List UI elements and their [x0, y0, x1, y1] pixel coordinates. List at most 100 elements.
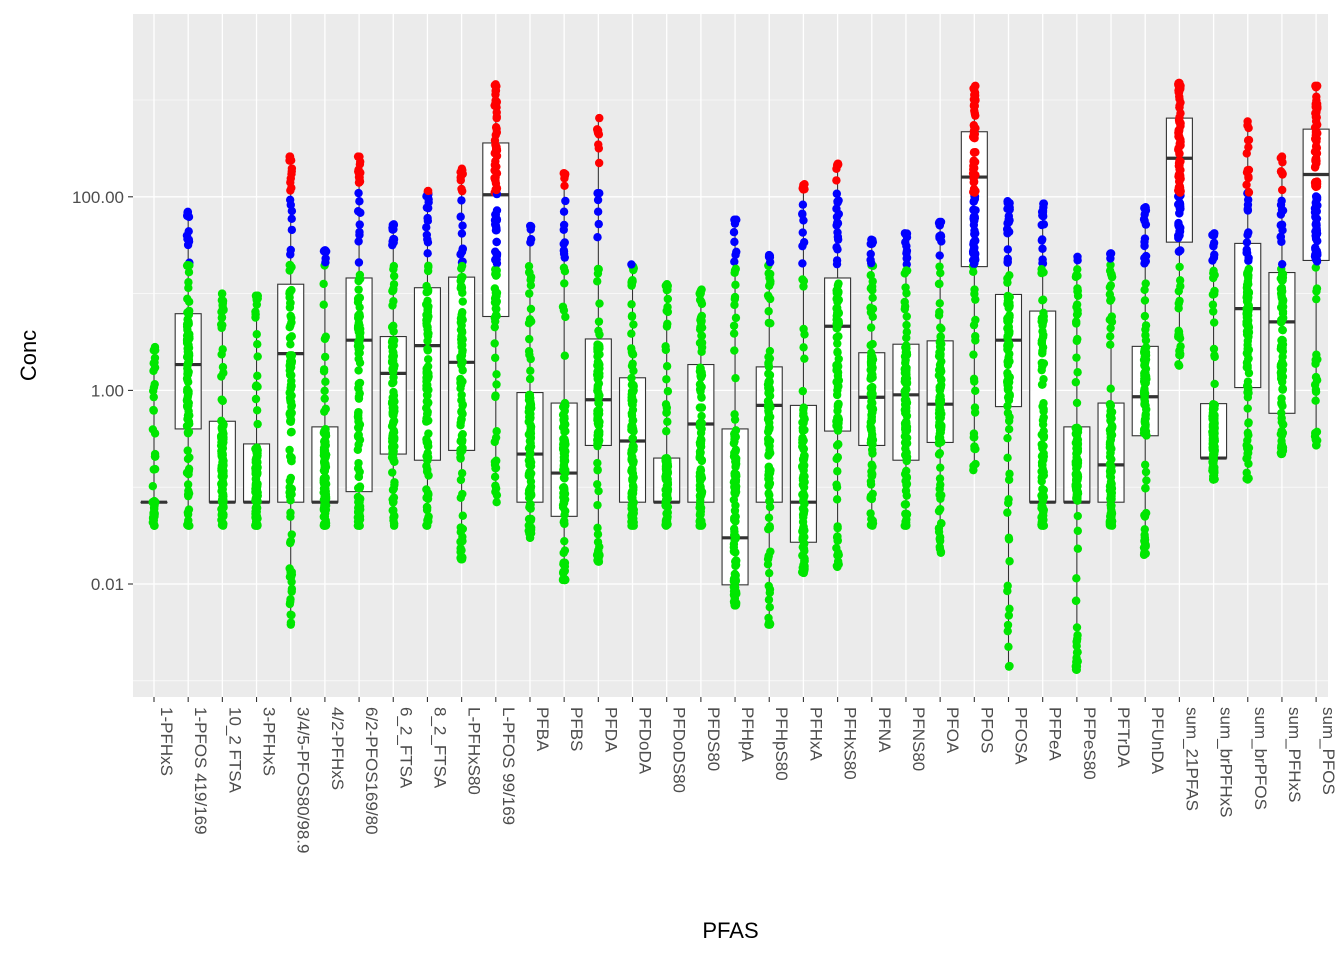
- data-point: [524, 444, 534, 453]
- data-point: [1106, 481, 1115, 491]
- data-point: [1175, 94, 1184, 104]
- data-point: [423, 216, 433, 226]
- data-point: [1038, 244, 1047, 253]
- data-point: [764, 613, 773, 623]
- data-point: [834, 381, 843, 391]
- data-point: [934, 506, 944, 516]
- points-sum_PFHxS: [1276, 152, 1288, 459]
- data-point: [937, 339, 946, 349]
- data-point: [900, 377, 910, 386]
- data-point: [867, 445, 877, 455]
- data-point: [389, 364, 399, 373]
- data-point: [1175, 101, 1184, 110]
- data-point: [355, 175, 364, 184]
- data-point: [286, 428, 296, 437]
- data-point: [730, 515, 739, 525]
- data-point: [457, 408, 467, 418]
- data-point: [1106, 249, 1115, 258]
- data-point: [492, 370, 501, 379]
- data-point: [355, 389, 364, 398]
- data-point: [799, 343, 808, 352]
- data-point: [1071, 378, 1081, 387]
- x-tick-label: PFPeA: [1046, 707, 1065, 762]
- data-point: [697, 285, 706, 294]
- data-point: [799, 216, 808, 225]
- data-point: [1004, 425, 1014, 434]
- data-point: [185, 411, 194, 420]
- data-point: [353, 152, 363, 161]
- data-point: [422, 315, 431, 325]
- data-point: [1039, 407, 1048, 416]
- x-tick-label: 3/4/5-PFOS80/98.9: [294, 707, 313, 853]
- x-tick-label: 6/2-PFOS169/80: [362, 707, 381, 835]
- data-point: [937, 375, 946, 384]
- points-PFHxA: [797, 179, 809, 578]
- data-point: [286, 298, 295, 308]
- data-point: [1072, 648, 1082, 657]
- data-point: [901, 500, 911, 509]
- data-point: [286, 311, 295, 321]
- points-8_2_FTSA: [421, 186, 433, 530]
- data-point: [1210, 229, 1219, 238]
- points-6/2-PFOS169/80: [353, 152, 365, 530]
- data-point: [182, 402, 192, 411]
- data-point: [593, 458, 602, 468]
- data-point: [1039, 491, 1048, 500]
- data-point: [798, 228, 807, 237]
- data-point: [765, 568, 774, 578]
- data-point: [594, 317, 604, 326]
- points-PFOSA: [1003, 197, 1014, 671]
- data-point: [901, 397, 910, 407]
- data-point: [1037, 521, 1046, 530]
- data-point: [490, 472, 500, 482]
- data-point: [492, 185, 501, 195]
- data-point: [319, 451, 329, 460]
- data-point: [560, 536, 569, 546]
- data-point: [935, 474, 945, 483]
- points-PFNS80: [900, 229, 912, 530]
- data-point: [559, 249, 569, 258]
- data-point: [287, 567, 296, 577]
- data-point: [217, 289, 227, 298]
- data-point: [526, 437, 535, 446]
- x-tick-label: PFPeS80: [1080, 707, 1099, 780]
- data-point: [355, 220, 364, 229]
- data-point: [1072, 479, 1081, 488]
- data-point: [594, 326, 603, 336]
- x-tick-label: PFOSA: [1012, 707, 1031, 765]
- data-point: [1140, 241, 1149, 251]
- data-point: [183, 361, 192, 370]
- data-point: [662, 285, 672, 295]
- data-point: [458, 221, 467, 230]
- data-point: [1312, 207, 1321, 216]
- data-point: [833, 303, 842, 312]
- data-point: [492, 169, 502, 178]
- data-point: [936, 480, 945, 489]
- data-point: [1106, 413, 1116, 423]
- data-point: [868, 521, 877, 530]
- data-point: [1140, 398, 1149, 408]
- points-PFNA: [866, 235, 878, 530]
- data-point: [456, 544, 465, 553]
- data-point: [1073, 291, 1083, 300]
- data-point: [627, 311, 637, 321]
- data-point: [355, 333, 365, 343]
- data-point: [900, 269, 910, 278]
- data-point: [491, 80, 500, 89]
- data-point: [354, 285, 363, 294]
- data-point: [833, 348, 842, 357]
- data-point: [866, 258, 876, 268]
- data-point: [423, 249, 432, 258]
- data-point: [800, 556, 809, 566]
- data-point: [731, 445, 741, 454]
- x-tick-label: L-PFHxS80: [465, 707, 484, 795]
- data-point: [287, 285, 296, 295]
- data-point: [1176, 342, 1185, 351]
- data-point: [492, 113, 501, 123]
- data-point: [252, 445, 262, 455]
- data-point: [730, 569, 740, 579]
- x-tick-label: sum_brPFOS: [1251, 707, 1270, 810]
- data-point: [1141, 467, 1151, 477]
- data-point: [1277, 185, 1287, 195]
- data-point: [355, 348, 364, 358]
